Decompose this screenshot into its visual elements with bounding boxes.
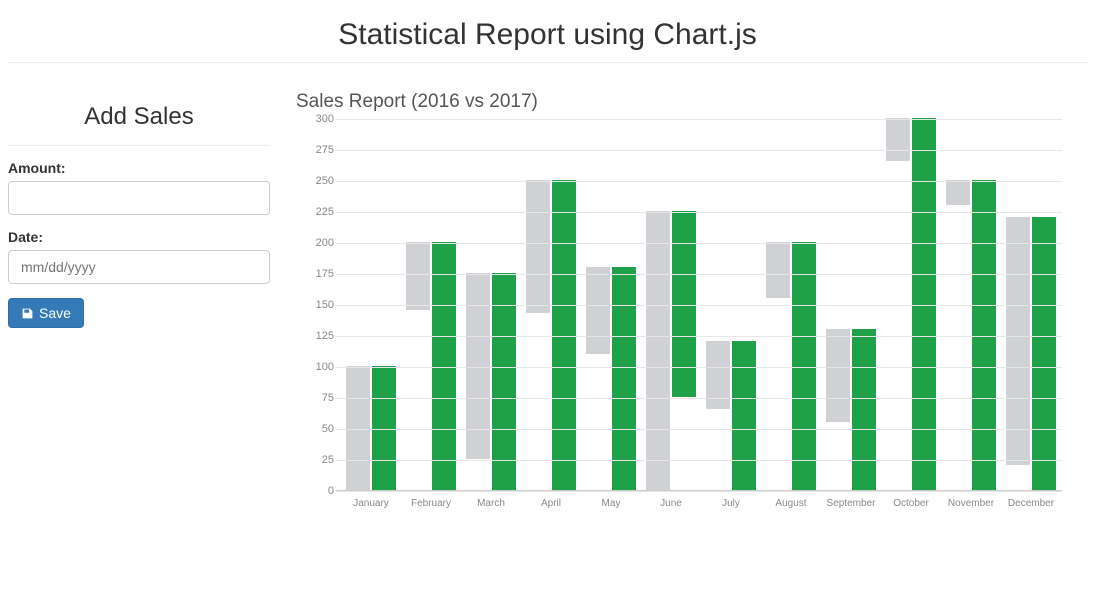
chart-bar xyxy=(466,273,490,459)
chart-x-label: July xyxy=(722,498,740,509)
main-container: Add Sales Amount: Date: Save Sales Repor… xyxy=(0,81,1095,519)
chart-bar xyxy=(1006,217,1030,465)
chart-gridline xyxy=(336,460,1062,461)
sidebar-form: Add Sales Amount: Date: Save xyxy=(8,81,270,519)
chart-bar xyxy=(372,366,396,490)
chart-y-label: 0 xyxy=(294,485,334,497)
chart-gridline xyxy=(336,305,1062,306)
chart-x-label: February xyxy=(411,498,451,509)
chart-bar-group xyxy=(706,341,756,490)
chart-bar-group xyxy=(1006,217,1056,490)
chart-bar xyxy=(972,180,996,490)
save-button[interactable]: Save xyxy=(8,298,84,328)
chart-bar xyxy=(886,118,910,161)
chart-bar xyxy=(766,242,790,298)
chart-bar xyxy=(406,242,430,310)
chart-gridline xyxy=(336,336,1062,337)
chart-title: Sales Report (2016 vs 2017) xyxy=(296,91,1087,113)
chart-bar-group xyxy=(646,211,696,490)
amount-label: Amount: xyxy=(8,160,270,176)
page-title: Statistical Report using Chart.js xyxy=(0,18,1095,52)
chart-x-label: November xyxy=(948,498,994,509)
chart-bar-group xyxy=(526,180,576,490)
chart-gridline xyxy=(336,274,1062,275)
chart-x-label: December xyxy=(1008,498,1054,509)
chart-bar xyxy=(946,180,970,205)
chart-y-label: 150 xyxy=(294,299,334,311)
chart-gridline xyxy=(336,243,1062,244)
chart-y-label: 100 xyxy=(294,361,334,373)
chart-bar xyxy=(1032,217,1056,490)
chart-bar xyxy=(826,329,850,422)
chart-y-label: 300 xyxy=(294,113,334,125)
date-label: Date: xyxy=(8,229,270,245)
chart-bar-group xyxy=(586,267,636,490)
sidebar-divider xyxy=(8,145,270,146)
chart-y-label: 200 xyxy=(294,237,334,249)
chart-x-label: June xyxy=(660,498,682,509)
amount-group: Amount: xyxy=(8,160,270,215)
chart-bar xyxy=(732,341,756,490)
chart-y-label: 275 xyxy=(294,144,334,156)
save-icon xyxy=(21,307,34,320)
chart-bar xyxy=(612,267,636,490)
chart-x-label: April xyxy=(541,498,561,509)
chart-bar xyxy=(792,242,816,490)
chart-x-label: January xyxy=(353,498,389,509)
chart-bar xyxy=(646,211,670,490)
chart-bar-group xyxy=(346,366,396,490)
chart-gridline xyxy=(336,398,1062,399)
chart-y-label: 25 xyxy=(294,454,334,466)
chart-bar xyxy=(706,341,730,409)
chart-x-label: March xyxy=(477,498,505,509)
chart-x-label: October xyxy=(893,498,929,509)
divider xyxy=(8,62,1087,63)
sidebar-heading: Add Sales xyxy=(8,103,270,131)
chart-bar-group xyxy=(946,180,996,490)
chart-y-label: 125 xyxy=(294,330,334,342)
chart-bar-group xyxy=(886,118,936,490)
chart-bar xyxy=(346,366,370,490)
chart-bar xyxy=(552,180,576,490)
chart-x-label: August xyxy=(775,498,806,509)
amount-input[interactable] xyxy=(8,181,270,215)
chart-x-label: September xyxy=(827,498,876,509)
chart-gridline xyxy=(336,212,1062,213)
chart-bar xyxy=(432,242,456,490)
chart-bar-group xyxy=(406,242,456,490)
chart-y-label: 175 xyxy=(294,268,334,280)
chart-bar xyxy=(672,211,696,397)
chart-y-label: 250 xyxy=(294,175,334,187)
chart-y-label: 75 xyxy=(294,392,334,404)
chart-bar xyxy=(852,329,876,490)
chart-gridline xyxy=(336,150,1062,151)
chart-gridline xyxy=(336,119,1062,120)
chart-bar xyxy=(586,267,610,354)
chart-gridline xyxy=(336,491,1062,492)
date-group: Date: xyxy=(8,229,270,284)
date-input[interactable] xyxy=(8,250,270,284)
chart-gridline xyxy=(336,181,1062,182)
chart-bar-group xyxy=(826,329,876,490)
chart-y-label: 225 xyxy=(294,206,334,218)
chart-area: Sales Report (2016 vs 2017) 0 25 50 75 100 12… xyxy=(288,81,1087,519)
chart-bar-group xyxy=(766,242,816,490)
chart-y-label: 50 xyxy=(294,423,334,435)
save-button-label: Save xyxy=(39,305,71,321)
chart-bar xyxy=(912,118,936,490)
sales-chart: 0255075100125150175200225250275300Januar… xyxy=(288,119,1068,519)
chart-x-label: May xyxy=(602,498,621,509)
chart-bar xyxy=(526,180,550,313)
chart-gridline xyxy=(336,367,1062,368)
chart-gridline xyxy=(336,429,1062,430)
